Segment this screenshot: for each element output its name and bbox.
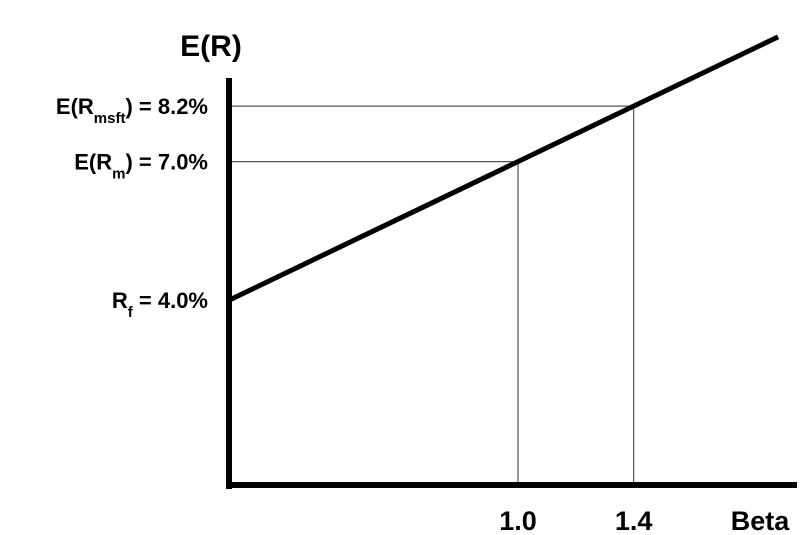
x-tick-label: 1.0 [499,506,537,535]
y-value-labels: E(Rmsft) = 8.2% E(Rm) = 7.0% Rf = 4.0% [56,94,208,321]
x-axis-title: Beta [731,506,791,535]
x-tick-labels: 1.0 1.4 [499,506,652,535]
guide-lines [229,105,635,485]
y-value-label: Rf = 4.0% [112,288,208,321]
sml-line [227,34,780,303]
y-value-label: E(Rm) = 7.0% [74,150,208,183]
y-axis-title: E(R) [180,30,242,63]
series-layer [227,34,780,303]
x-tick-label: 1.4 [615,506,653,535]
y-value-label: E(Rmsft) = 8.2% [56,94,208,127]
